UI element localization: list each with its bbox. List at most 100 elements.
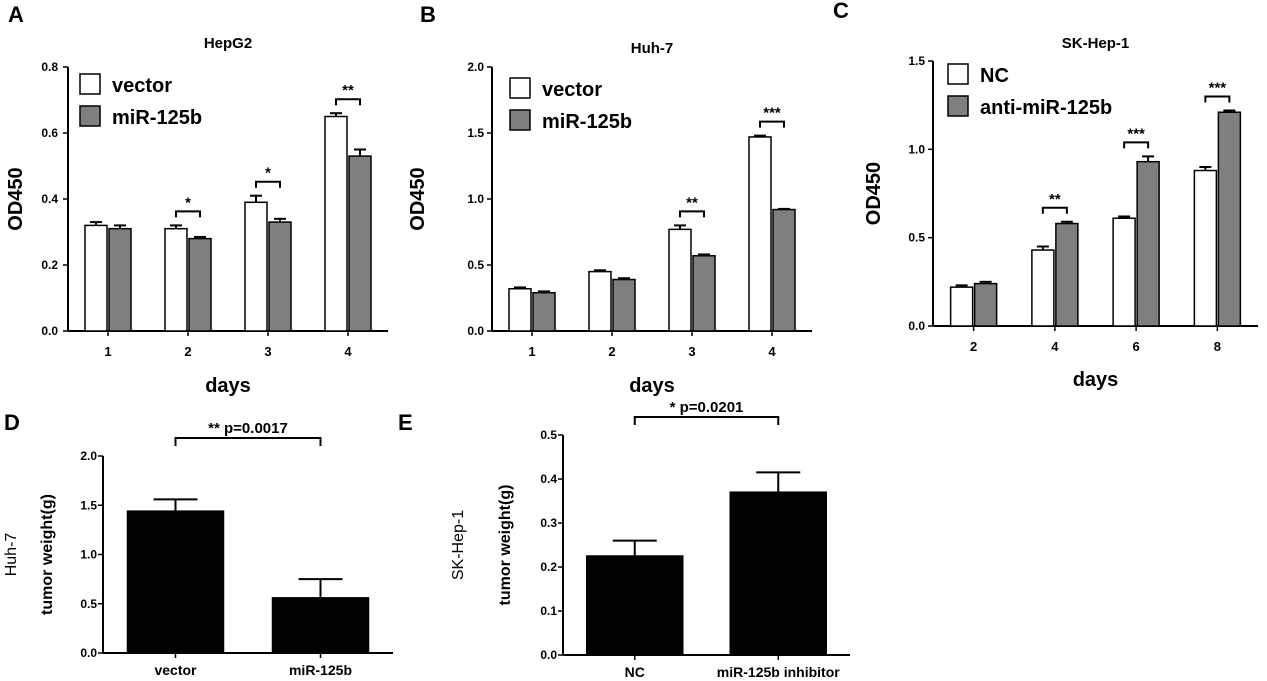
y-tick-label: 0.8 [41, 60, 58, 74]
significance-label: ** [342, 82, 354, 99]
legend-label: miR-125b [112, 107, 202, 129]
y-tick-label: 0.5 [540, 428, 557, 442]
bar [84, 224, 108, 332]
y-tick-label: 0.0 [467, 324, 484, 338]
bar [949, 286, 974, 327]
y-tick-label: 1.5 [80, 498, 97, 512]
legend-label: miR-125b [542, 111, 632, 133]
y-tick-label: 0.4 [41, 192, 58, 206]
y-tick-label: 1.0 [80, 548, 97, 562]
significance-bracket [255, 180, 281, 188]
y-axis-label: OD450 [5, 167, 27, 230]
x-axis-label: days [205, 375, 251, 397]
legend-swatch [509, 109, 531, 131]
bar [1193, 169, 1218, 327]
bar [268, 221, 292, 332]
panel-letter-a: A [8, 2, 24, 27]
bar [729, 491, 827, 656]
y-tick-label: 1.5 [908, 54, 925, 68]
chart-title: HepG2 [204, 35, 252, 52]
x-tick-label: 6 [1133, 339, 1140, 354]
bar [748, 136, 772, 332]
panel-letter-e: E [398, 410, 413, 435]
significance-label: * [265, 165, 271, 182]
significance-bracket [335, 98, 361, 106]
y-tick-label: 0.0 [41, 324, 58, 338]
bar [1217, 111, 1242, 327]
x-tick-label: 4 [768, 344, 776, 359]
significance-bracket [174, 437, 322, 446]
x-tick-label: 2 [184, 344, 191, 359]
y-tick-label: 1.0 [467, 192, 484, 206]
y-tick-label: 0.5 [908, 231, 925, 245]
legend-label: NC [980, 65, 1009, 87]
y-axis-label: OD450 [863, 162, 885, 225]
chart-title: SK-Hep-1 [1062, 35, 1130, 52]
x-tick-label: miR-125b inhibitor [717, 664, 840, 680]
significance-label: * [185, 194, 191, 211]
significance-label: ** [686, 194, 698, 211]
x-axis-label: days [1073, 369, 1119, 391]
x-tick-label: 1 [528, 344, 535, 359]
panel-letter-b: B [420, 2, 436, 27]
y-tick-label: 1.0 [908, 142, 925, 156]
significance-bracket [679, 210, 705, 218]
x-tick-label: 2 [608, 344, 615, 359]
y-tick-label: 0.0 [540, 648, 557, 662]
bar [668, 228, 692, 332]
legend-swatch [947, 95, 969, 117]
x-tick-label: 2 [970, 339, 977, 354]
significance-label: *** [763, 105, 781, 122]
significance-label: * p=0.0201 [670, 399, 744, 416]
bar [588, 270, 612, 332]
panel-letter-d: D [4, 410, 20, 435]
bar [1136, 160, 1160, 327]
bar [188, 237, 212, 332]
x-tick-label: 8 [1214, 339, 1221, 354]
bar [612, 278, 636, 332]
x-tick-label: vector [154, 662, 197, 678]
bar [1112, 217, 1136, 327]
y-axis-label: tumor weight(g) [497, 485, 514, 606]
significance-bracket [1041, 206, 1068, 214]
bar [1055, 222, 1079, 327]
panel-letter-c: C [833, 0, 849, 23]
y-tick-label: 0.1 [540, 604, 557, 618]
bar [126, 510, 225, 654]
x-tick-label: 3 [264, 344, 271, 359]
x-tick-label: 1 [104, 344, 111, 359]
y-tick-label: 0.3 [540, 516, 557, 530]
y-tick-label: 2.0 [467, 60, 484, 74]
legend-swatch [947, 63, 969, 85]
significance-bracket [759, 120, 785, 128]
legend-label: anti-miR-125b [980, 97, 1112, 119]
x-tick-label: 3 [688, 344, 695, 359]
bar [244, 201, 268, 332]
chart-title: Huh-7 [631, 40, 674, 57]
bar [348, 155, 372, 332]
y-tick-label: 0.5 [80, 597, 97, 611]
x-tick-label: NC [625, 664, 645, 680]
y-axis-label: tumor weight(g) [39, 494, 56, 615]
legend-swatch [509, 77, 531, 99]
bar [1031, 249, 1055, 327]
x-tick-label: miR-125b [289, 662, 352, 678]
bar [772, 208, 796, 332]
bar [586, 555, 684, 656]
significance-label: *** [1209, 79, 1227, 96]
legend-swatch [79, 73, 101, 95]
bar [508, 288, 532, 332]
y-tick-label: 0.5 [467, 258, 484, 272]
legend-label: vector [112, 75, 172, 97]
significance-label: ** [1049, 191, 1061, 208]
bar [108, 227, 132, 332]
legend-swatch [79, 105, 101, 127]
y-axis-label: OD450 [407, 167, 429, 230]
y-tick-label: 0.2 [540, 560, 557, 574]
side-label: SK-Hep-1 [450, 510, 467, 580]
x-axis-label: days [629, 375, 675, 397]
significance-bracket [1123, 141, 1150, 149]
x-tick-label: 4 [344, 344, 352, 359]
y-tick-label: 0.4 [540, 472, 557, 486]
